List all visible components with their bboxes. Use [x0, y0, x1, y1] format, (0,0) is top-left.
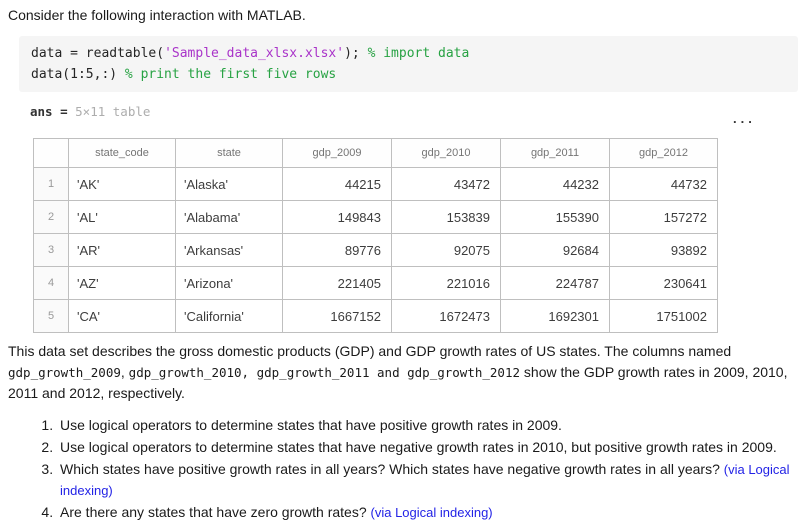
table-row: 1 'AK' 'Alaska' 44215 43472 44232 44732 — [33, 167, 718, 201]
numeric-cell: 93892 — [609, 233, 718, 267]
row-number-cell: 5 — [33, 299, 69, 333]
task-text: Use logical operators to determine state… — [60, 438, 777, 455]
task-item: Are there any states that have zero grow… — [57, 502, 795, 523]
numeric-cell: 157272 — [609, 200, 718, 234]
table-row: 4 'AZ' 'Arizona' 221405 221016 224787 230641 — [33, 266, 718, 300]
text-cell: 'AL' — [68, 200, 176, 234]
more-columns-ellipsis[interactable]: ... — [733, 111, 756, 126]
column-header-state_code: state_code — [68, 138, 176, 168]
code-token-string: 'Sample_data_xlsx.xlsx' — [164, 46, 345, 61]
numeric-cell: 153839 — [391, 200, 501, 234]
text-cell: 'Arizona' — [175, 266, 283, 300]
task-item: Use logical operators to determine state… — [57, 415, 795, 436]
ans-table-size: 5×11 table — [75, 104, 151, 119]
text-cell: 'Arkansas' — [175, 233, 283, 267]
numeric-cell: 221405 — [282, 266, 392, 300]
matlab-code-block: data = readtable('Sample_data_xlsx.xlsx'… — [19, 36, 798, 92]
task-item: Which states have positive growth rates … — [57, 459, 795, 501]
numeric-cell: 92684 — [500, 233, 610, 267]
numeric-cell: 44732 — [609, 167, 718, 201]
numeric-cell: 1667152 — [282, 299, 392, 333]
text-cell: 'CA' — [68, 299, 176, 333]
gdp-data-table: state_code state gdp_2009 gdp_2010 gdp_2011 g… — [33, 138, 718, 333]
row-number-cell: 3 — [33, 233, 69, 267]
text-cell: 'Alaska' — [175, 167, 283, 201]
text-cell: 'Alabama' — [175, 200, 283, 234]
inline-code-column-name: gdp_growth_2010, gdp_growth_2011 and gdp… — [128, 364, 521, 380]
numeric-cell: 149843 — [282, 200, 392, 234]
task-text: Which states have positive growth rates … — [60, 460, 724, 477]
table-row: 3 'AR' 'Arkansas' 89776 92075 92684 93892 — [33, 233, 718, 267]
task-list: Use logical operators to determine state… — [0, 415, 805, 523]
table-row: 5 'CA' 'California' 1667152 1672473 1692301 17… — [33, 299, 718, 333]
table-header-row: state_code state gdp_2009 gdp_2010 gdp_2011 g… — [33, 138, 718, 168]
numeric-cell: 44215 — [282, 167, 392, 201]
numeric-cell: 1692301 — [500, 299, 610, 333]
numeric-cell: 221016 — [391, 266, 501, 300]
code-line: data = readtable('Sample_data_xlsx.xlsx'… — [31, 43, 786, 64]
numeric-cell: 92075 — [391, 233, 501, 267]
code-token-plain: data(1:5,:) — [31, 67, 125, 82]
logical-indexing-link[interactable]: (via Logical indexing) — [60, 461, 790, 498]
code-line: data(1:5,:) % print the first five rows — [31, 64, 786, 85]
dataset-description: This data set describes the gross domest… — [8, 341, 799, 404]
code-token-plain: data = readtable( — [31, 46, 165, 61]
column-header-gdp_2011: gdp_2011 — [500, 138, 610, 168]
column-header-gdp_2009: gdp_2009 — [282, 138, 392, 168]
text-cell: 'AK' — [68, 167, 176, 201]
numeric-cell: 230641 — [609, 266, 718, 300]
description-text: show the GDP growth rates in 2009, 2010,… — [8, 363, 788, 402]
description-text: , — [120, 363, 129, 380]
row-number-cell: 4 — [33, 266, 69, 300]
column-header-gdp_2010: gdp_2010 — [391, 138, 501, 168]
column-header-state: state — [175, 138, 283, 168]
text-cell: 'AZ' — [68, 266, 176, 300]
task-text: Use logical operators to determine state… — [60, 416, 562, 433]
inline-code-column-name: gdp_growth_2009 — [8, 364, 121, 380]
task-item: Use logical operators to determine state… — [57, 437, 795, 458]
description-text: This data set describes the gross domest… — [8, 343, 732, 359]
numeric-cell: 44232 — [500, 167, 610, 201]
numeric-cell: 1672473 — [391, 299, 501, 333]
numeric-cell: 155390 — [500, 200, 610, 234]
logical-indexing-link[interactable]: (via Logical indexing) — [370, 504, 493, 520]
code-token-plain: ); — [344, 46, 368, 61]
code-token-comment: % print the first five rows — [124, 67, 337, 82]
code-token-comment: % import data — [367, 46, 470, 61]
corner-header-cell — [33, 138, 69, 168]
column-header-gdp_2012: gdp_2012 — [609, 138, 718, 168]
table-row: 2 'AL' 'Alabama' 149843 153839 155390 157272 — [33, 200, 718, 234]
task-text: Are there any states that have zero grow… — [60, 503, 371, 520]
ans-line: ans = 5×11 table — [30, 105, 805, 119]
matlab-output-area: ans = 5×11 table ... — [30, 105, 805, 135]
numeric-cell: 224787 — [500, 266, 610, 300]
ans-label: ans = — [30, 104, 76, 119]
text-cell: 'AR' — [68, 233, 176, 267]
row-number-cell: 1 — [33, 167, 69, 201]
intro-text: Consider the following interaction with … — [8, 7, 306, 23]
row-number-cell: 2 — [33, 200, 69, 234]
text-cell: 'California' — [175, 299, 283, 333]
numeric-cell: 1751002 — [609, 299, 718, 333]
numeric-cell: 43472 — [391, 167, 501, 201]
numeric-cell: 89776 — [282, 233, 392, 267]
